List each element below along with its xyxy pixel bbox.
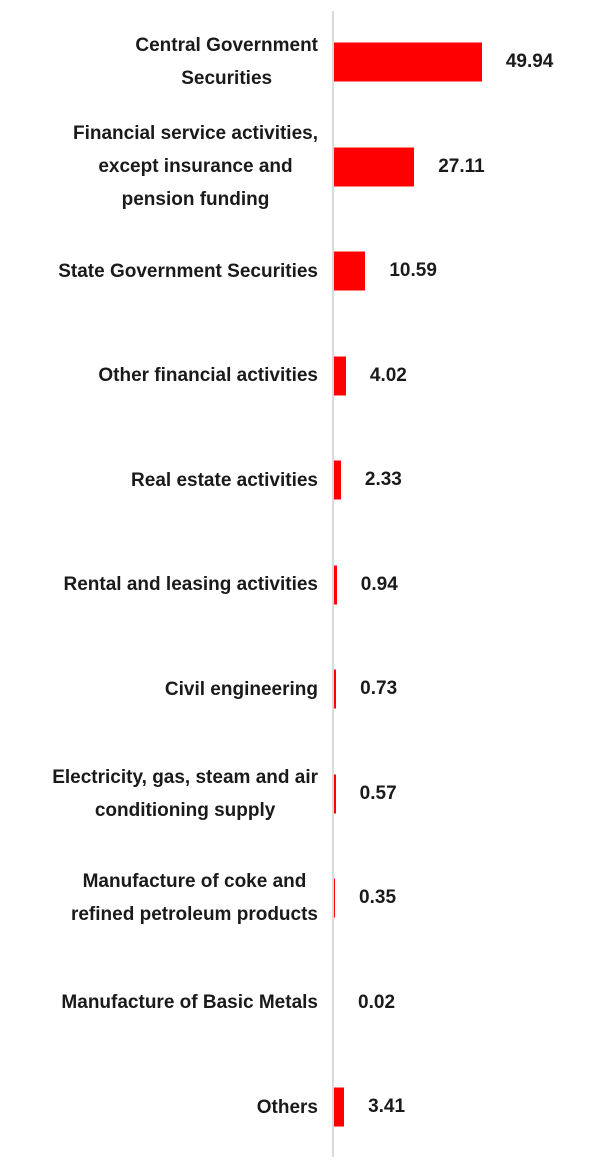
chart-row: Other financial activities 4.02 xyxy=(0,324,613,429)
category-label-text: Manufacture of coke and refined petroleum… xyxy=(70,871,318,926)
category-label-text: Central Government Securities xyxy=(135,35,318,90)
bar[interactable] xyxy=(334,356,346,396)
chart-row: Manufacture of coke and refined petroleum… xyxy=(0,846,613,951)
bar[interactable] xyxy=(334,251,366,291)
value-label: 49.94 xyxy=(505,51,554,73)
bar[interactable] xyxy=(334,565,337,605)
category-label: State Government Securities xyxy=(0,219,318,324)
category-label: Manufacture of Basic Metals xyxy=(0,951,318,1056)
category-label-text: Rental and leasing activities xyxy=(63,574,318,596)
value-label: 27.11 xyxy=(438,155,485,177)
category-label: Other financial activities xyxy=(0,324,318,429)
category-label-text: Other financial activities xyxy=(98,365,318,387)
category-label-text: State Government Securities xyxy=(58,260,318,282)
bar[interactable] xyxy=(334,147,415,187)
chart-row: Others 3.41 xyxy=(0,1055,613,1160)
category-label-text: Real estate activities xyxy=(131,469,318,491)
category-label-text: Civil engineering xyxy=(164,678,318,700)
chart-row: Electricity, gas, steam and air condition… xyxy=(0,742,613,847)
chart-row: Central Government Securities 49.94 xyxy=(0,10,613,115)
chart-row: Manufacture of Basic Metals 0.02 xyxy=(0,951,613,1056)
value-label: 2.33 xyxy=(364,469,402,491)
value-label: 0.35 xyxy=(359,887,397,909)
category-label: Rental and leasing activities xyxy=(0,533,318,638)
category-label: Others xyxy=(0,1055,318,1160)
bar[interactable] xyxy=(334,878,336,918)
category-label: Manufacture of coke and refined petroleum… xyxy=(0,846,318,951)
value-label: 4.02 xyxy=(369,364,407,386)
chart-row: Rental and leasing activities 0.94 xyxy=(0,533,613,638)
value-label: 3.41 xyxy=(368,1096,406,1118)
bar[interactable] xyxy=(334,669,337,709)
category-label-text: Manufacture of Basic Metals xyxy=(61,992,318,1014)
category-label: Civil engineering xyxy=(0,637,318,742)
category-label-text: Electricity, gas, steam and air condition… xyxy=(52,766,318,821)
bar[interactable] xyxy=(334,1087,345,1127)
chart-row: Civil engineering 0.73 xyxy=(0,637,613,742)
chart-row: State Government Securities 10.59 xyxy=(0,219,613,324)
category-label: Financial service activities, except insu… xyxy=(0,115,318,220)
value-label: 0.57 xyxy=(359,782,397,804)
chart-row: Financial service activities, except insu… xyxy=(0,115,613,220)
chart-row: Real estate activities 2.33 xyxy=(0,428,613,533)
category-label: Central Government Securities xyxy=(0,10,318,115)
category-label-text: Others xyxy=(256,1096,318,1118)
value-label: 10.59 xyxy=(389,260,437,282)
bar[interactable] xyxy=(334,460,341,500)
bar[interactable] xyxy=(334,774,336,814)
category-label: Real estate activities xyxy=(0,428,318,533)
value-label: 0.94 xyxy=(360,573,398,595)
category-label-text: Financial service activities, except insu… xyxy=(72,123,318,211)
y-axis-line xyxy=(332,11,334,1157)
category-label: Electricity, gas, steam and air condition… xyxy=(0,742,318,847)
bar[interactable] xyxy=(334,42,482,82)
value-label: 0.73 xyxy=(360,678,398,700)
value-label: 0.02 xyxy=(358,991,396,1013)
